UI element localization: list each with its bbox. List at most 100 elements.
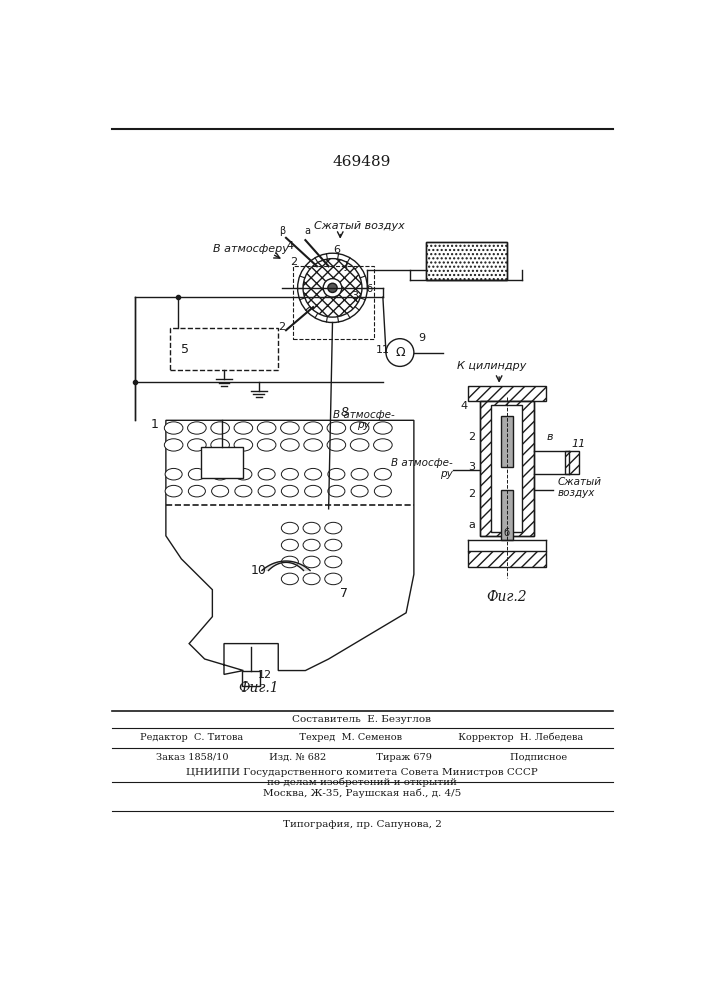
Ellipse shape (303, 539, 320, 551)
Ellipse shape (258, 468, 275, 480)
Ellipse shape (188, 468, 206, 480)
Ellipse shape (165, 468, 182, 480)
Ellipse shape (257, 439, 276, 451)
Ellipse shape (234, 422, 252, 434)
Text: ру: ру (357, 420, 370, 430)
Ellipse shape (325, 573, 341, 585)
Text: Заказ 1858/10             Изд. № 682                Тираж 679                   : Заказ 1858/10 Изд. № 682 Тираж 679 (156, 753, 568, 762)
Ellipse shape (351, 422, 369, 434)
Text: В атмосфе-: В атмосфе- (391, 458, 452, 468)
Ellipse shape (235, 485, 252, 497)
Text: 11: 11 (571, 439, 585, 449)
Ellipse shape (351, 485, 368, 497)
Bar (468, 386, 546, 401)
Bar (480, 401, 534, 536)
Bar (201, 447, 243, 478)
Ellipse shape (281, 485, 298, 497)
Bar (491, 405, 522, 532)
Bar (468, 551, 546, 567)
Text: 5: 5 (182, 343, 189, 356)
Text: Сжатый: Сжатый (557, 477, 601, 487)
Ellipse shape (327, 439, 346, 451)
Bar (426, 242, 507, 280)
Text: 1: 1 (151, 418, 158, 431)
Ellipse shape (187, 422, 206, 434)
Polygon shape (262, 561, 310, 570)
Ellipse shape (188, 485, 206, 497)
Text: 3: 3 (469, 462, 476, 472)
Ellipse shape (325, 556, 341, 568)
Bar (565, 451, 579, 474)
Ellipse shape (258, 485, 275, 497)
Ellipse shape (281, 468, 298, 480)
Text: б: б (367, 284, 373, 294)
Text: 12: 12 (258, 670, 272, 680)
Bar (293, 266, 374, 339)
Text: в: в (547, 432, 553, 442)
Ellipse shape (303, 573, 320, 585)
Ellipse shape (327, 422, 346, 434)
Ellipse shape (165, 485, 182, 497)
Ellipse shape (303, 556, 320, 568)
Bar (501, 416, 513, 466)
Ellipse shape (187, 439, 206, 451)
Circle shape (328, 283, 337, 292)
Ellipse shape (281, 556, 298, 568)
Ellipse shape (374, 468, 392, 480)
Polygon shape (166, 420, 414, 674)
Text: б: б (504, 528, 510, 538)
Text: по делам изобретений и открытий: по делам изобретений и открытий (267, 777, 457, 787)
Text: Редактор  С. Титова                  Техред  М. Семенов                  Коррект: Редактор С. Титова Техред М. Семенов Кор… (141, 733, 583, 742)
Text: 8: 8 (340, 406, 348, 419)
Text: К цилиндру: К цилиндру (457, 361, 526, 371)
Text: 6: 6 (333, 245, 340, 255)
Bar (501, 490, 513, 540)
Ellipse shape (257, 422, 276, 434)
Ellipse shape (351, 439, 369, 451)
Ellipse shape (303, 522, 320, 534)
Text: ЦНИИПИ Государственного комитета Совета Министров СССР: ЦНИИПИ Государственного комитета Совета … (186, 768, 538, 777)
Text: 10: 10 (251, 564, 267, 577)
Ellipse shape (325, 522, 341, 534)
Ellipse shape (305, 468, 322, 480)
Text: Сжатый воздух: Сжатый воздух (314, 221, 405, 231)
Text: 2: 2 (469, 432, 476, 442)
Ellipse shape (351, 468, 368, 480)
Text: 9: 9 (418, 333, 425, 343)
Circle shape (323, 279, 341, 297)
Ellipse shape (281, 422, 299, 434)
Text: 4: 4 (461, 401, 468, 411)
Ellipse shape (281, 573, 298, 585)
Text: Фиг.1: Фиг.1 (238, 681, 279, 695)
Text: 2: 2 (279, 322, 286, 332)
Text: В атмосфе-: В атмосфе- (332, 410, 395, 420)
Bar (242, 671, 260, 686)
Circle shape (386, 339, 414, 366)
Ellipse shape (325, 539, 341, 551)
Bar (170, 328, 279, 370)
Text: Типография, пр. Сапунова, 2: Типография, пр. Сапунова, 2 (283, 820, 441, 829)
Text: β: β (279, 226, 285, 236)
Text: 4: 4 (286, 241, 293, 251)
Bar (480, 401, 534, 536)
Text: а: а (469, 520, 475, 530)
Ellipse shape (281, 439, 299, 451)
Text: J: J (345, 261, 348, 271)
Ellipse shape (164, 422, 183, 434)
Ellipse shape (328, 485, 345, 497)
Ellipse shape (211, 468, 228, 480)
Text: 7: 7 (340, 587, 348, 600)
Text: 2: 2 (469, 489, 476, 499)
Ellipse shape (304, 439, 322, 451)
Bar (426, 242, 507, 280)
Ellipse shape (373, 422, 392, 434)
Text: В атмосферу: В атмосферу (214, 244, 289, 254)
Ellipse shape (164, 439, 183, 451)
Ellipse shape (305, 485, 322, 497)
Ellipse shape (234, 439, 252, 451)
Text: Москва, Ж-35, Раушская наб., д. 4/5: Москва, Ж-35, Раушская наб., д. 4/5 (263, 788, 461, 798)
Text: 3: 3 (351, 291, 358, 301)
Ellipse shape (373, 439, 392, 451)
Ellipse shape (211, 439, 230, 451)
Text: 469489: 469489 (333, 155, 391, 169)
